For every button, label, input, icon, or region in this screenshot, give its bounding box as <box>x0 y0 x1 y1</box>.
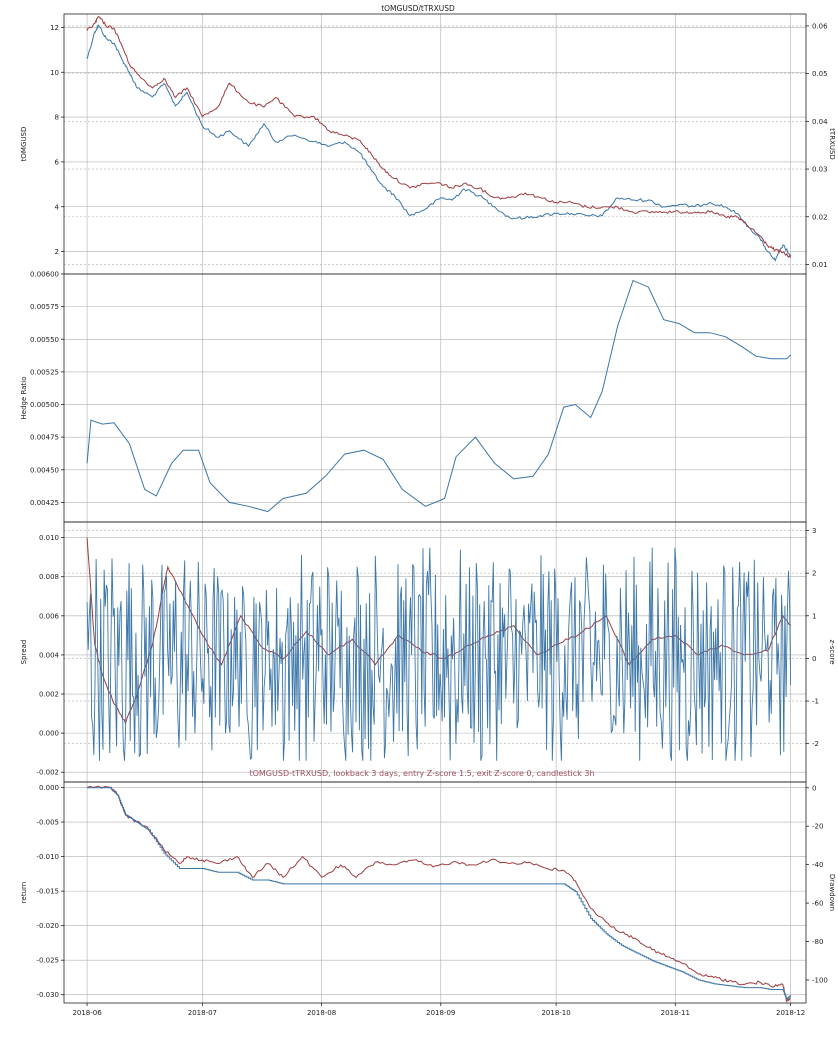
axes-frame <box>63 781 807 1004</box>
y-right-tick-label: 0.06 <box>812 22 828 30</box>
y-right-axis-label: tTRXUSD <box>828 128 836 160</box>
y-right-tick-label: -80 <box>812 938 823 946</box>
y-tick-label: 0.008 <box>39 573 59 581</box>
y-axis-label: Hedge Ratio <box>20 377 28 420</box>
y-tick-label: 8 <box>55 114 59 122</box>
y-right-tick-label: -2 <box>812 740 819 748</box>
x-tick-label: 2018-09 <box>426 1009 455 1017</box>
y-right-tick-label: 0.02 <box>812 213 828 221</box>
x-tick-label: 2018-10 <box>541 1009 570 1017</box>
y-tick-label: 0.002 <box>39 691 59 699</box>
y-tick-label: 0.004 <box>39 651 60 659</box>
y-right-tick-label: 0.04 <box>812 118 828 126</box>
y-right-tick-label: 0.03 <box>812 166 828 174</box>
y-right-tick-label: 0.01 <box>812 261 828 269</box>
y-right-tick-label: 3 <box>812 527 816 535</box>
x-tick-label: 2018-11 <box>661 1009 690 1017</box>
y-right-axis-label: z-score <box>828 639 836 664</box>
y-right-tick-label: -60 <box>812 900 823 908</box>
y-tick-label: -0.010 <box>36 853 59 861</box>
y-tick-label: 4 <box>55 203 60 211</box>
y-right-tick-label: 2 <box>812 570 816 578</box>
y-right-tick-label: -100 <box>812 976 828 984</box>
y-tick-label: 0.010 <box>39 534 59 542</box>
series-line-ttrxusd <box>86 15 792 259</box>
y-tick-label: 2 <box>55 248 59 256</box>
spread-zscore-panel: -0.002 0.000 0.002 0.004 0.006 0.008 0.010 -2 -1… <box>20 521 836 783</box>
series-line-drawdown <box>87 787 792 1000</box>
y-right-tick-label: 0 <box>812 784 816 792</box>
series-line-series-0 <box>86 279 791 513</box>
y-tick-label: 0.00500 <box>30 401 59 409</box>
y-tick-label: -0.020 <box>36 922 59 930</box>
figure-title: tOMGUSD/tTRXUSD <box>381 4 455 13</box>
y-axis-label: return <box>20 882 28 903</box>
y-tick-label: -0.030 <box>36 991 59 999</box>
y-tick-label: 6 <box>55 158 60 166</box>
y-axis-label: Spread <box>20 640 28 665</box>
x-tick-label: 2018-06 <box>72 1009 102 1017</box>
price-panel: 2 4 6 8 10 12 0.01 0.02 0.03 0.04 0.05 0.06 tOMGUSD t… <box>20 13 836 275</box>
y-tick-label: -0.025 <box>36 957 59 965</box>
y-tick-label: 0.00550 <box>30 336 59 344</box>
y-right-tick-label: 1 <box>812 612 816 620</box>
x-tick-label: 2018-07 <box>188 1009 217 1017</box>
y-tick-label: 0.000 <box>39 784 59 792</box>
y-tick-label: 12 <box>50 24 59 32</box>
y-right-axis-label: Drawdown <box>828 874 836 911</box>
return-drawdown-panel: tOMGUSD-tTRXUSD, lookback 3 days, entry … <box>20 769 836 1004</box>
x-tick-label: 2018-08 <box>307 1009 336 1017</box>
y-tick-label: 0.00450 <box>30 466 59 474</box>
y-axis-label: tOMGUSD <box>20 127 28 162</box>
hedge-ratio-panel: 0.00425 0.00450 0.00475 0.00500 0.00525 0.005… <box>20 271 807 523</box>
y-tick-label: -0.005 <box>36 819 59 827</box>
axes-frame <box>63 273 807 523</box>
y-tick-label: 0.000 <box>39 730 59 738</box>
y-tick-label: -0.015 <box>36 888 59 896</box>
y-right-tick-label: 0 <box>812 655 816 663</box>
y-tick-label: 0.00575 <box>30 303 59 311</box>
y-tick-label: 0.00600 <box>30 271 59 279</box>
series-line-z-score <box>86 547 792 761</box>
y-right-tick-label: -20 <box>812 823 823 831</box>
y-tick-label: 0.006 <box>39 612 60 620</box>
axes-frame <box>63 13 807 275</box>
y-right-tick-label: 0.05 <box>812 70 828 78</box>
series-line-tomgusd <box>86 24 792 263</box>
y-tick-label: 0.00475 <box>30 434 59 442</box>
series-line-return <box>86 785 791 1003</box>
y-tick-label: 0.00525 <box>30 368 59 376</box>
y-tick-label: 0.00425 <box>30 499 59 507</box>
y-right-tick-label: -1 <box>812 698 819 706</box>
y-tick-label: -0.002 <box>36 769 59 777</box>
backtest-subtitle: tOMGUSD-tTRXUSD, lookback 3 days, entry … <box>249 769 594 778</box>
x-tick-label: 2018-12 <box>776 1009 805 1017</box>
y-tick-label: 10 <box>50 69 59 77</box>
x-axis: 2018-06 2018-07 2018-08 2018-09 2018-10 2018-… <box>72 1003 805 1017</box>
y-right-tick-label: -40 <box>812 861 823 869</box>
